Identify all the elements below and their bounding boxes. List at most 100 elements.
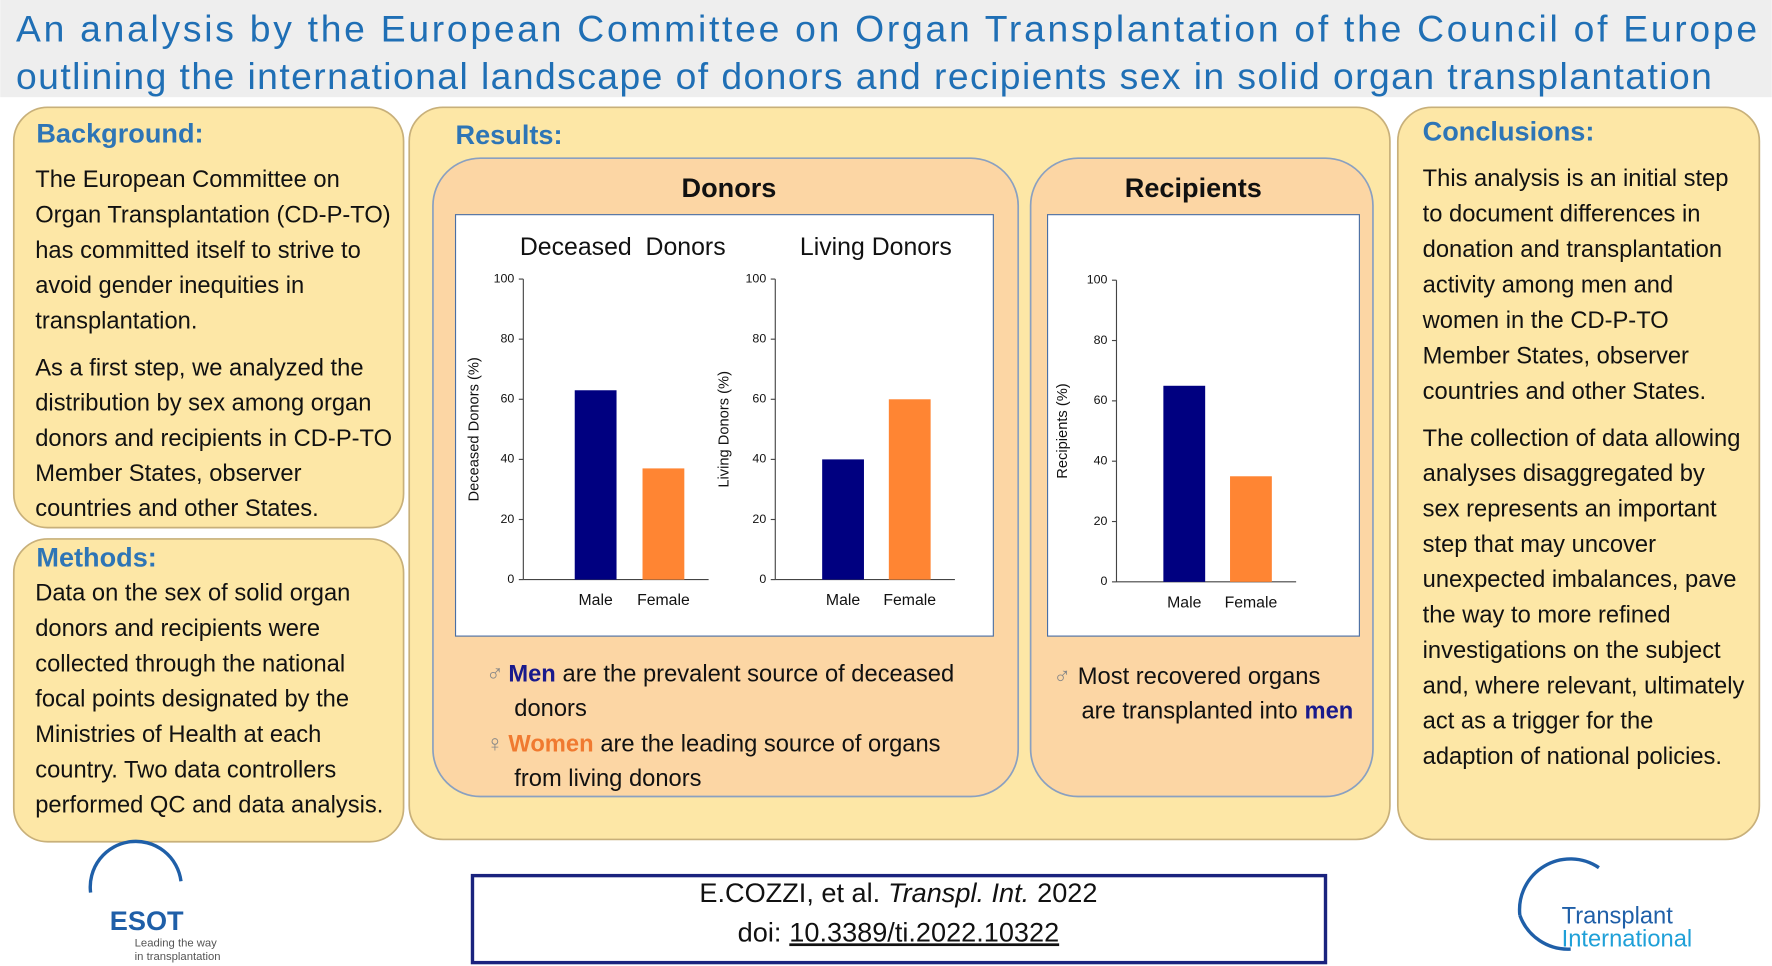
sex-symbol: ♀ <box>486 732 504 758</box>
body-text: The collection of data allowing <box>1423 426 1741 452</box>
body-text: focal points designated by the <box>35 687 349 713</box>
bar <box>574 390 617 580</box>
x-tick-label: Male <box>826 592 860 609</box>
emphasis: men <box>1304 699 1353 725</box>
y-tick-label: 100 <box>1087 272 1108 286</box>
citation-journal: Transpl. Int. <box>888 877 1029 908</box>
finding-text: Most recovered organs <box>1078 664 1321 690</box>
finding: ♂ Men are the prevalent source of deceased <box>486 662 954 688</box>
body-text: This analysis is an initial step <box>1423 166 1729 192</box>
y-tick-label: 100 <box>494 271 515 285</box>
citation: doi: 10.3389/ti.2022.10322 <box>738 917 1059 948</box>
body-text: Organ Transplantation (CD-P-TO) <box>35 202 390 228</box>
esot-logo-arc <box>88 839 183 893</box>
y-tick-label: 60 <box>752 392 766 406</box>
header-title: outlining the international landscape of… <box>16 55 1712 97</box>
methods-box <box>12 538 405 843</box>
section-heading: Results: <box>456 119 563 150</box>
body-text: adaption of national policies. <box>1423 744 1722 770</box>
ti-logo-arc <box>1517 857 1600 916</box>
header-title: An analysis by the European Committee on… <box>16 7 1757 49</box>
y-axis-label: Deceased Donors (%) <box>467 357 483 501</box>
chart-title: Deceased Donors <box>520 234 726 261</box>
emphasis: Women <box>508 732 593 758</box>
body-text: As a first step, we analyzed the <box>35 356 363 382</box>
bar <box>888 399 931 580</box>
body-text: countries and other States. <box>35 496 318 522</box>
body-text: performed QC and data analysis. <box>35 793 383 819</box>
citation-box <box>470 873 1328 965</box>
finding-text: from living donors <box>514 766 701 792</box>
y-tick-label: 80 <box>752 331 766 345</box>
y-tick-label: 20 <box>1094 514 1108 528</box>
y-tick-label: 40 <box>500 452 514 466</box>
citation-authors: E.COZZI, et al. <box>699 877 880 908</box>
doi-label: doi: <box>738 917 782 948</box>
body-text: investigations on the subject <box>1423 638 1721 664</box>
body-text: distribution by sex among organ <box>35 391 371 417</box>
finding: ♂ Most recovered organs <box>1053 664 1320 690</box>
doi-link: 10.3389/ti.2022.10322 <box>789 917 1059 948</box>
esot-logo-tagline: in transplantation <box>135 951 221 963</box>
esot-logo-tagline: Leading the way <box>135 937 218 949</box>
finding-text: are the prevalent source of deceased <box>563 662 955 688</box>
body-text: collected through the national <box>35 651 345 677</box>
ti-logo: International <box>1562 926 1693 952</box>
body-text: avoid gender inequities in <box>35 273 304 299</box>
finding: are transplanted into men <box>1081 699 1353 725</box>
esot-logo-name: ESOT <box>110 905 184 936</box>
body-text: Data on the sex of solid organ <box>35 581 350 607</box>
body-text: act as a trigger for the <box>1423 709 1654 735</box>
body-text: donation and transplantation <box>1423 237 1722 263</box>
section-heading: Background: <box>36 118 203 149</box>
header-band <box>0 0 1772 98</box>
body-text: Member States, observer <box>1423 343 1689 369</box>
chart-title: Living Donors <box>800 234 952 261</box>
body-text: sex represents an important <box>1423 496 1717 522</box>
y-tick-label: 40 <box>1094 453 1108 467</box>
emphasis: Men <box>508 662 555 688</box>
sex-symbol: ♂ <box>486 662 504 688</box>
body-text: the way to more refined <box>1423 603 1671 629</box>
background-box <box>12 106 405 529</box>
ti-logo-arc <box>1518 914 1571 951</box>
body-text: donors and recipients were <box>35 616 320 642</box>
body-text: Member States, observer <box>35 461 301 487</box>
citation: E.COZZI, et al. Transpl. Int. 2022 <box>699 877 1097 908</box>
body-text: country. Two data controllers <box>35 757 336 783</box>
section-heading: Methods: <box>36 541 156 572</box>
y-axis-label: Recipients (%) <box>1055 383 1071 478</box>
bar <box>1163 385 1206 582</box>
body-text: activity among men and <box>1423 272 1674 298</box>
section-heading: Conclusions: <box>1423 115 1595 146</box>
y-tick-label: 40 <box>752 452 766 466</box>
x-tick-label: Male <box>1167 594 1201 611</box>
y-tick-label: 0 <box>507 572 514 586</box>
conclusions-box <box>1396 106 1761 841</box>
bar <box>822 459 864 580</box>
finding-text: are transplanted into <box>1081 699 1297 725</box>
body-text: unexpected imbalances, pave <box>1423 567 1737 593</box>
finding-text: are the leading source of organs <box>600 732 940 758</box>
ti-logo: Transplant <box>1562 904 1674 930</box>
finding: donors <box>514 696 587 722</box>
finding: from living donors <box>514 766 701 792</box>
body-text: countries and other States. <box>1423 379 1706 405</box>
body-text: has committed itself to strive to <box>35 238 361 264</box>
finding-text: donors <box>514 696 587 722</box>
body-text: analyses disaggregated by <box>1423 461 1705 487</box>
y-tick-label: 80 <box>500 331 514 345</box>
x-tick-label: Female <box>883 592 936 609</box>
y-tick-label: 80 <box>1094 333 1108 347</box>
x-tick-label: Male <box>579 592 613 609</box>
bar <box>1230 476 1272 582</box>
body-text: Ministries of Health at each <box>35 722 321 748</box>
body-text: The European Committee on <box>35 167 340 193</box>
y-tick-label: 20 <box>752 512 766 526</box>
y-tick-label: 0 <box>759 572 766 586</box>
x-tick-label: Female <box>637 592 690 609</box>
body-text: to document differences in <box>1423 201 1701 227</box>
body-text: and, where relevant, ultimately <box>1423 673 1745 699</box>
body-text: step that may uncover <box>1423 532 1656 558</box>
